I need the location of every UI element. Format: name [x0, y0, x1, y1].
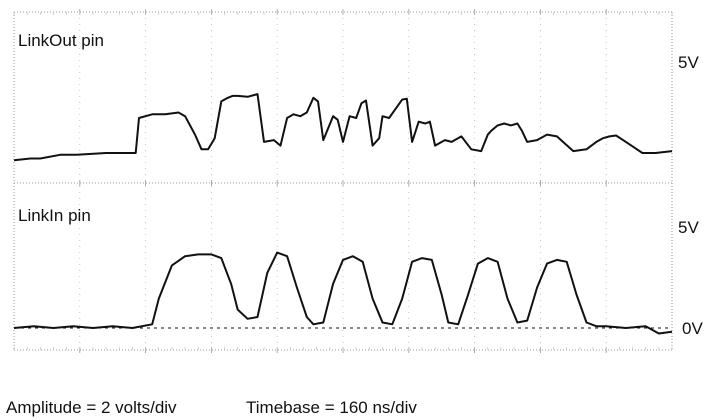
linkout-trace: [13, 93, 673, 162]
linkin-0v-label: 0V: [682, 319, 703, 338]
linkout-title: LinkOut pin: [18, 31, 104, 50]
linkin-5v-label: 5V: [678, 218, 699, 237]
linkout-5v-label: 5V: [678, 53, 699, 72]
linkin-title: LinkIn pin: [18, 206, 91, 225]
amplitude-label: Amplitude = 2 volts/div: [6, 398, 177, 417]
grid: [13, 9, 673, 353]
linkout-panel: LinkOut pin 5V: [13, 31, 699, 162]
linkin-trace: [13, 251, 673, 335]
linkin-panel: LinkIn pin 5V 0V: [13, 206, 703, 338]
timebase-label: Timebase = 160 ns/div: [246, 398, 417, 417]
